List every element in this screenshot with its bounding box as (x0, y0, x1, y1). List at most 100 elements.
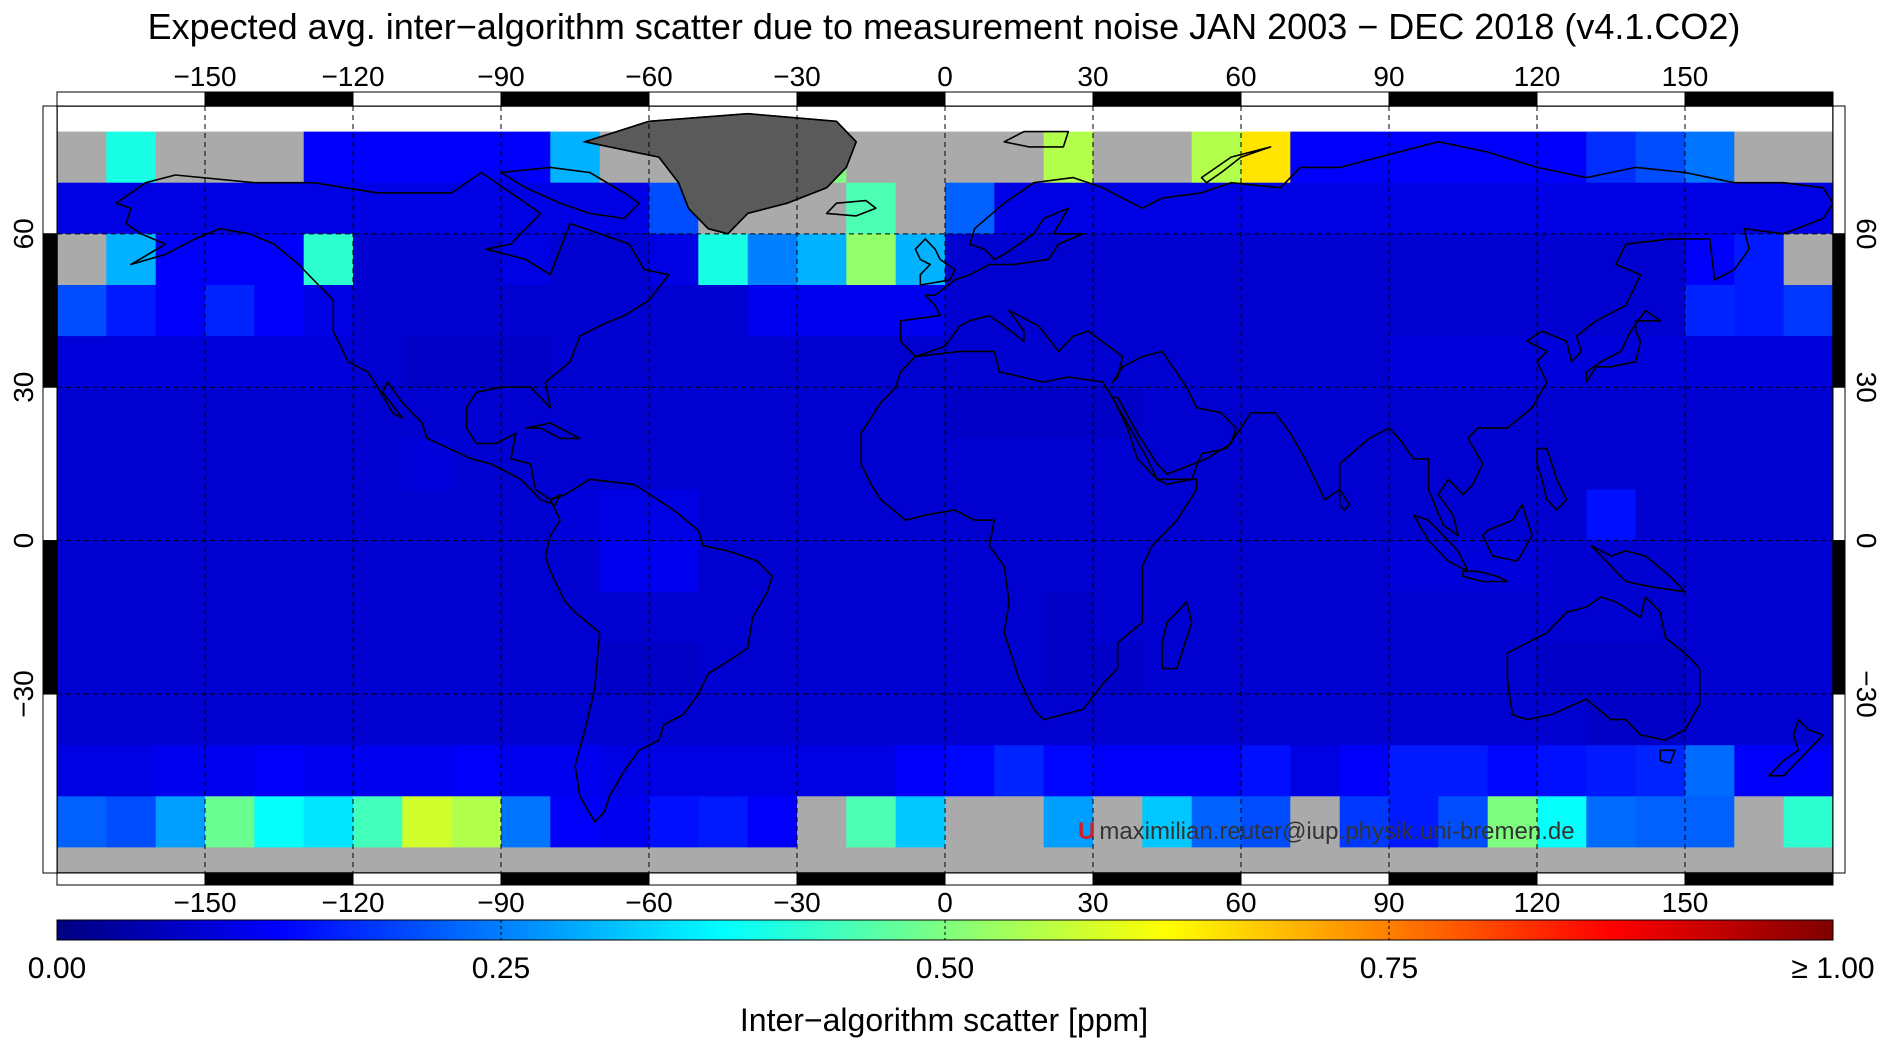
frame-segment (56, 91, 206, 107)
heatmap-cell (846, 591, 897, 644)
heatmap-cell (1487, 694, 1538, 746)
heatmap-cell (1043, 285, 1094, 337)
colorbar-tick-label: 0.25 (471, 952, 531, 985)
frame-segment (1240, 872, 1390, 886)
heatmap-cell (994, 591, 1045, 644)
heatmap-cell (353, 182, 403, 235)
heatmap-cell (994, 796, 1045, 848)
landmass-sri-lanka (1338, 488, 1351, 511)
heatmap-cell (106, 336, 157, 388)
heatmap-cell (1685, 796, 1735, 848)
heatmap-cell (1635, 438, 1686, 491)
heatmap-cell (205, 489, 255, 542)
heatmap-cell (945, 285, 995, 337)
heatmap-cell (353, 387, 403, 439)
heatmap-cell (895, 489, 946, 542)
lat-tick-label-left: −30 (8, 670, 39, 718)
heatmap-cell (1339, 540, 1390, 593)
heatmap-cell (698, 847, 749, 873)
heatmap-cell (1487, 540, 1538, 593)
frame-segment (944, 872, 1094, 886)
frame-segment (352, 91, 502, 107)
heatmap-cell (797, 387, 847, 439)
heatmap-cell (1093, 438, 1143, 491)
heatmap-cell (451, 387, 502, 439)
heatmap-cell (1635, 131, 1686, 184)
heatmap-cell (747, 591, 798, 644)
heatmap-cell (57, 694, 107, 746)
heatmap-cell (205, 131, 255, 184)
lon-tick-label-bottom: 90 (1373, 887, 1404, 918)
heatmap-cell (698, 694, 749, 746)
frame-segment (1388, 872, 1538, 886)
heatmap-cell (106, 694, 157, 746)
heatmap-cell (550, 847, 601, 873)
frame-segment (56, 872, 206, 886)
heatmap-cell (649, 387, 699, 439)
heatmap-cell (1093, 489, 1143, 542)
heatmap-cell (106, 131, 157, 184)
heatmap-cell (1241, 847, 1291, 873)
heatmap-cell (994, 489, 1045, 542)
heatmap-cell (155, 540, 206, 593)
heatmap-cell (353, 847, 403, 873)
heatmap-cell (106, 387, 157, 439)
heatmap-cell (550, 233, 601, 286)
heatmap-cell (1537, 233, 1587, 286)
heatmap-cell (1438, 540, 1489, 593)
heatmap-cell (106, 591, 157, 644)
heatmap-cell (1389, 387, 1439, 439)
frame-segment (648, 872, 798, 886)
frame-segment (1832, 693, 1846, 874)
landmass-novaya-zemlya (1200, 146, 1272, 184)
heatmap-cell (205, 387, 255, 439)
heatmap-cell (1339, 642, 1390, 695)
heatmap-cell (1241, 591, 1291, 644)
heatmap-cell (1783, 489, 1833, 542)
heatmap-cell (254, 336, 305, 388)
heatmap-cell (846, 847, 897, 873)
heatmap-cell (895, 847, 946, 873)
heatmap-cell (1241, 745, 1291, 797)
heatmap-cell (698, 438, 749, 491)
heatmap-cell (1093, 131, 1143, 184)
heatmap-cell (1191, 694, 1242, 746)
heatmap-cell (846, 642, 897, 695)
frame-segment (796, 91, 946, 107)
heatmap-cell (797, 694, 847, 746)
heatmap-cell (1586, 847, 1637, 873)
heatmap-cell (303, 285, 354, 337)
heatmap-cell (1142, 336, 1193, 388)
heatmap-cell (1438, 745, 1489, 797)
heatmap-cell (254, 387, 305, 439)
heatmap-cell (1142, 182, 1193, 235)
heatmap-cell (451, 489, 502, 542)
heatmap-cell (303, 489, 354, 542)
lon-tick-label-bottom: −90 (477, 887, 525, 918)
frame-segment (1832, 233, 1846, 388)
heatmap-cell (1241, 694, 1291, 746)
heatmap-cell (1783, 694, 1833, 746)
heatmap-cell (1389, 182, 1439, 235)
lat-tick-label-right: 0 (1851, 533, 1882, 549)
heatmap-cell (895, 642, 946, 695)
heatmap-cell (1734, 694, 1785, 746)
heatmap-cell (649, 540, 699, 593)
heatmap-cell (501, 591, 551, 644)
lon-tick-label-bottom: 120 (1514, 887, 1561, 918)
heatmap-cell (1685, 387, 1735, 439)
heatmap-cell (1191, 182, 1242, 235)
heatmap-cell (1783, 438, 1833, 491)
frame-segment (352, 872, 502, 886)
heatmap-cell (402, 591, 453, 644)
heatmap-cell (501, 745, 551, 797)
heatmap-cell (1487, 438, 1538, 491)
heatmap-cell (1241, 285, 1291, 337)
heatmap-cell (1685, 131, 1735, 184)
heatmap-cell (994, 285, 1045, 337)
heatmap-cell (945, 387, 995, 439)
heatmap-cell (402, 694, 453, 746)
landmass-borneo (1481, 503, 1533, 562)
heatmap-cell (1290, 796, 1341, 848)
